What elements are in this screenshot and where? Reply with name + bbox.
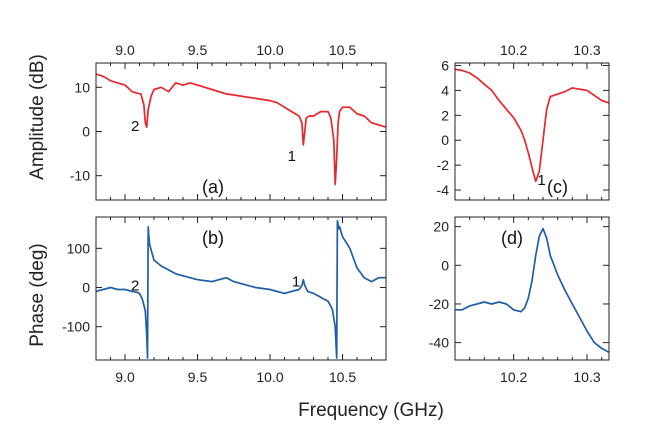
y-axis-title-phase: Phase (deg) bbox=[27, 243, 48, 347]
frame-b bbox=[95, 216, 387, 361]
y-tick-label-b: 0 bbox=[82, 280, 90, 296]
y-tick-label-c: 4 bbox=[441, 82, 449, 98]
series-line-d-0 bbox=[455, 227, 609, 354]
y-tick-label-c: -2 bbox=[437, 157, 450, 173]
y-tick-label-b: -100 bbox=[62, 319, 90, 335]
x-tick-label-c: 10.2 bbox=[500, 42, 527, 58]
y-tick-label-d: 0 bbox=[441, 257, 449, 273]
y-tick-label-a: 10 bbox=[74, 79, 90, 95]
y-tick-label-d: 20 bbox=[433, 219, 449, 235]
frame-c bbox=[454, 62, 610, 201]
panel-label-d: (d) bbox=[501, 228, 523, 248]
annotation-a: 1 bbox=[288, 148, 296, 165]
x-tick-label-a: 10.5 bbox=[329, 42, 356, 58]
y-tick-label-d: -40 bbox=[429, 335, 449, 351]
frame-d bbox=[454, 216, 610, 361]
y-tick-label-a: 0 bbox=[82, 124, 90, 140]
y-tick-label-b: 100 bbox=[67, 240, 91, 256]
y-tick-label-c: 0 bbox=[441, 132, 449, 148]
x-tick-label-b: 9.0 bbox=[115, 369, 135, 385]
x-axis-title-frequency: Frequency (GHz) bbox=[298, 400, 444, 421]
series-line-c-0 bbox=[455, 68, 609, 183]
x-tick-label-b: 9.5 bbox=[188, 369, 208, 385]
series-line-a-0 bbox=[96, 73, 386, 186]
annotation-b: 2 bbox=[131, 278, 139, 295]
x-tick-label-b: 10.0 bbox=[256, 369, 283, 385]
y-tick-label-d: -20 bbox=[429, 296, 449, 312]
x-tick-label-a: 9.0 bbox=[115, 42, 135, 58]
x-tick-label-a: 10.0 bbox=[256, 42, 283, 58]
annotation-b: 1 bbox=[292, 274, 300, 291]
y-tick-label-a: -10 bbox=[70, 168, 90, 184]
x-tick-label-a: 9.5 bbox=[188, 42, 208, 58]
y-tick-label-c: -4 bbox=[437, 182, 450, 198]
panel-label-b: (b) bbox=[202, 228, 224, 248]
x-tick-label-d: 10.3 bbox=[573, 369, 600, 385]
panel-label-a: (a) bbox=[202, 177, 224, 197]
x-tick-label-d: 10.2 bbox=[500, 369, 527, 385]
y-tick-label-c: 6 bbox=[441, 57, 449, 73]
annotation-a: 2 bbox=[131, 118, 139, 135]
series-line-b-0 bbox=[96, 220, 386, 359]
panel-b: 9.0 9.5 10.0 10.5 -100 0 100 (b) 2 1 bbox=[62, 216, 387, 385]
y-axis-title-amplitude: Amplitude (dB) bbox=[27, 54, 48, 180]
annotation-c: 1 bbox=[537, 172, 545, 189]
panel-c: 10.2 10.3 -4 -2 0 2 4 6 (c)1 bbox=[437, 42, 610, 201]
panel-a: 9.0 9.5 10.0 10.5 -10 0 10 (a) 2 1 bbox=[70, 42, 387, 201]
x-tick-label-c: 10.3 bbox=[573, 42, 600, 58]
y-tick-label-c: 2 bbox=[441, 107, 449, 123]
x-tick-label-b: 10.5 bbox=[329, 369, 356, 385]
frame-a bbox=[95, 62, 387, 201]
panel-label-c: (c) bbox=[547, 177, 568, 197]
panel-d: 10.2 10.3 -40 -20 0 20 (d) bbox=[429, 216, 610, 385]
